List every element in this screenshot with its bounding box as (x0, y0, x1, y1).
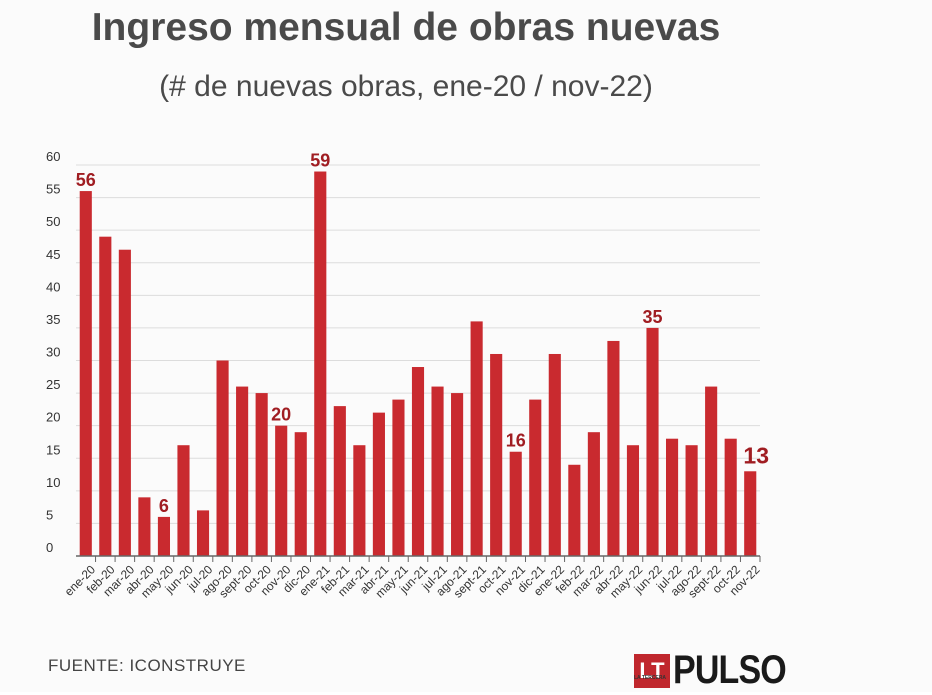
bar (353, 445, 366, 556)
bar (431, 386, 444, 556)
bar (314, 171, 327, 556)
bar (392, 399, 405, 556)
bar (724, 438, 737, 556)
bar (568, 464, 581, 556)
bar (548, 353, 561, 556)
data-label: 6 (159, 496, 169, 516)
logo-mark: LT LA TERCERA (634, 653, 670, 688)
y-tick-label: 40 (46, 279, 60, 294)
bar (333, 406, 346, 556)
bar (79, 191, 92, 557)
bar (275, 425, 288, 556)
bar (509, 451, 522, 556)
y-tick-label: 55 (46, 182, 60, 197)
bar (236, 386, 249, 556)
bar (157, 516, 171, 556)
data-label: 59 (310, 151, 330, 171)
y-tick-label: 50 (46, 214, 60, 229)
pulso-logo: LT LA TERCERA PULSO (634, 648, 806, 693)
y-tick-label: 5 (46, 507, 53, 522)
bar (587, 432, 600, 556)
source-note: FUENTE: ICONSTRUYE (48, 656, 246, 675)
bar (216, 360, 229, 556)
y-tick-label: 20 (46, 410, 60, 425)
bar (255, 393, 268, 556)
y-tick-label: 45 (46, 247, 60, 262)
bar (705, 386, 718, 556)
bar (196, 510, 210, 556)
data-label: 13 (743, 442, 769, 468)
bar (411, 367, 425, 556)
chart-subtitle: (# de nuevas obras, ene-20 / nov-22) (159, 70, 653, 103)
y-tick-label: 60 (46, 149, 60, 164)
data-label: 16 (506, 431, 526, 451)
data-label: 20 (271, 405, 291, 425)
bar (626, 445, 640, 556)
data-label: 35 (642, 307, 662, 327)
y-tick-label: 35 (46, 312, 60, 327)
bar (294, 432, 307, 556)
bar (177, 445, 190, 556)
bar (607, 340, 620, 556)
bar (490, 353, 503, 556)
y-tick-label: 0 (46, 540, 53, 555)
y-tick-label: 30 (46, 345, 60, 360)
bar (451, 393, 464, 556)
bar (529, 399, 542, 556)
bar (470, 321, 483, 556)
data-label: 56 (76, 170, 96, 190)
bar (372, 412, 385, 556)
bar-chart: 051015202530354045505560ene-20feb-20mar-… (46, 149, 769, 601)
bar (118, 249, 131, 556)
bar (646, 327, 659, 556)
bar (685, 445, 698, 556)
bar (744, 471, 757, 556)
y-tick-label: 15 (46, 442, 60, 457)
logo-mark-text: LT (639, 657, 665, 683)
y-tick-label: 10 (46, 475, 60, 490)
bar (99, 236, 112, 556)
bar (138, 497, 151, 556)
bar (665, 438, 679, 556)
logo-brand: PULSO (673, 648, 787, 692)
logo-mark-subtext: LA TERCERA (634, 674, 667, 681)
y-tick-label: 25 (46, 377, 60, 392)
chart-title: Ingreso mensual de obras nuevas (91, 6, 721, 49)
